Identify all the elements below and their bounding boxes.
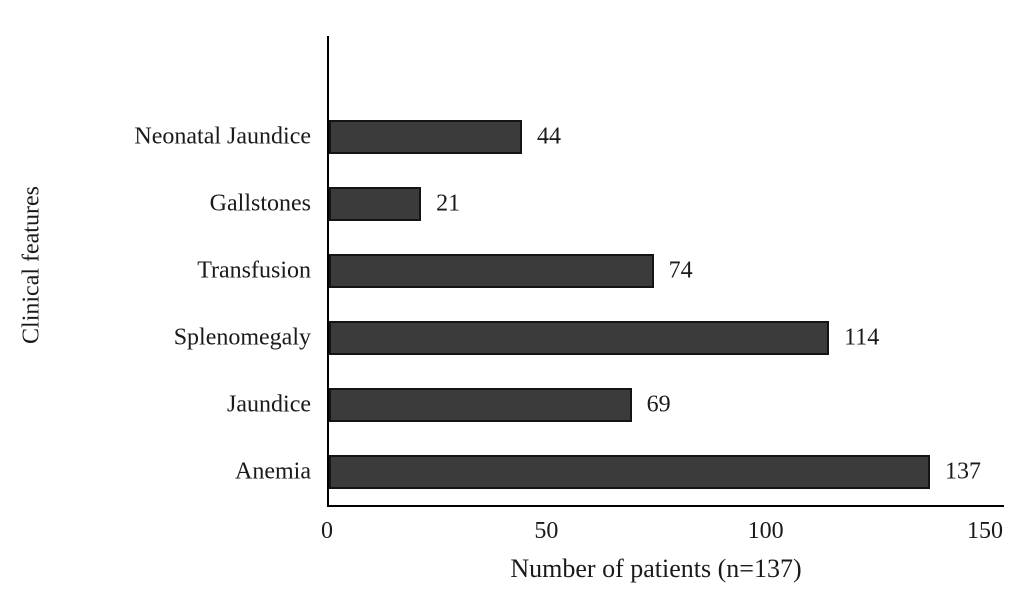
- bar-gallstones: [329, 186, 422, 221]
- value-label: 74: [668, 257, 693, 283]
- bar-anemia: [329, 454, 930, 489]
- x-tick-label: 150: [967, 518, 1003, 544]
- category-label: Anemia: [235, 458, 311, 484]
- bar-neonatal-jaundice: [329, 119, 522, 154]
- bar-splenomegaly: [329, 320, 830, 355]
- category-label: Gallstones: [209, 190, 311, 216]
- bar-jaundice: [329, 387, 632, 422]
- value-label: 44: [537, 123, 561, 149]
- x-axis-title: Number of patients (n=137): [510, 554, 802, 583]
- plot-area: 44 21 74 114 69 137: [327, 36, 1004, 507]
- value-label: 114: [844, 324, 880, 350]
- category-label: Jaundice: [227, 391, 311, 417]
- bar-transfusion: [329, 253, 654, 288]
- x-axis-tick-labels: 0 50 100 150: [321, 518, 1003, 548]
- x-tick-label: 50: [534, 518, 559, 544]
- value-label: 69: [646, 391, 671, 417]
- value-label: 21: [436, 190, 461, 216]
- category-label: Transfusion: [197, 257, 311, 283]
- category-label: Splenomegaly: [173, 324, 311, 350]
- category-label: Neonatal Jaundice: [134, 123, 311, 149]
- x-tick-label: 100: [747, 518, 784, 544]
- category-axis-labels: Neonatal Jaundice Gallstones Transfusion Sp…: [0, 36, 311, 505]
- value-label: 137: [944, 458, 981, 484]
- x-tick-label: 0: [321, 518, 333, 544]
